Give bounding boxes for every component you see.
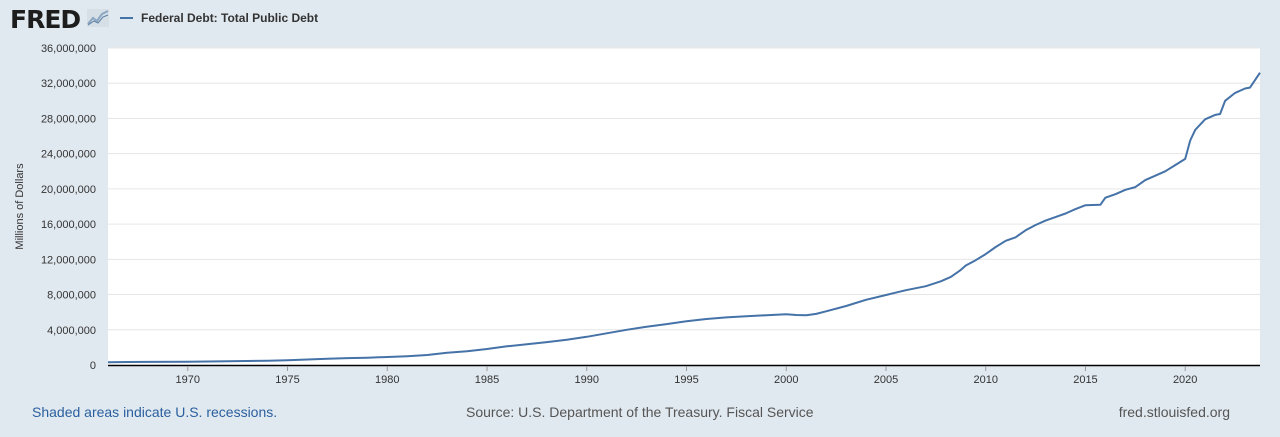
legend-swatch: [120, 17, 133, 19]
chart-header: FRED Federal Debt: Total Public Debt: [0, 0, 1280, 40]
trend-line-icon: [87, 9, 109, 27]
y-tick-label: 24,000,000: [41, 149, 96, 161]
x-tick-label: 1995: [674, 374, 698, 386]
y-tick-label: 12,000,000: [41, 254, 96, 266]
recession-note: Shaded areas indicate U.S. recessions.: [32, 404, 278, 420]
site-link[interactable]: fred.stlouisfed.org: [1118, 404, 1230, 420]
y-tick-label: 16,000,000: [41, 219, 96, 231]
x-tick-label: 1985: [475, 374, 499, 386]
series-line: [107, 72, 1261, 364]
y-tick-label: 32,000,000: [41, 78, 96, 90]
y-tick-label: 28,000,000: [41, 113, 96, 125]
x-tick-label: 1990: [575, 374, 599, 386]
x-tick-label: 2020: [1173, 374, 1197, 386]
source-note: Source: U.S. Department of the Treasury.…: [466, 404, 814, 420]
x-tick-label: 2000: [774, 374, 798, 386]
y-tick-label: 8,000,000: [47, 290, 96, 302]
chart-legend: Federal Debt: Total Public Debt: [120, 11, 318, 25]
y-tick-label: 4,000,000: [47, 325, 96, 337]
x-tick-label: 1970: [176, 374, 200, 386]
x-tick-label: 2015: [1073, 374, 1097, 386]
fred-logo[interactable]: FRED: [10, 5, 81, 34]
y-tick-label: 0: [90, 360, 96, 372]
y-tick-label: 20,000,000: [41, 184, 96, 196]
x-tick-label: 2005: [874, 374, 898, 386]
x-tick-label: 1980: [375, 374, 399, 386]
plot-area: [108, 48, 1260, 365]
y-tick-label: 36,000,000: [41, 43, 96, 55]
x-tick-label: 2010: [973, 374, 997, 386]
y-axis-label: Millions of Dollars: [14, 163, 26, 250]
x-tick-label: 1975: [275, 374, 299, 386]
legend-label[interactable]: Federal Debt: Total Public Debt: [141, 11, 319, 25]
